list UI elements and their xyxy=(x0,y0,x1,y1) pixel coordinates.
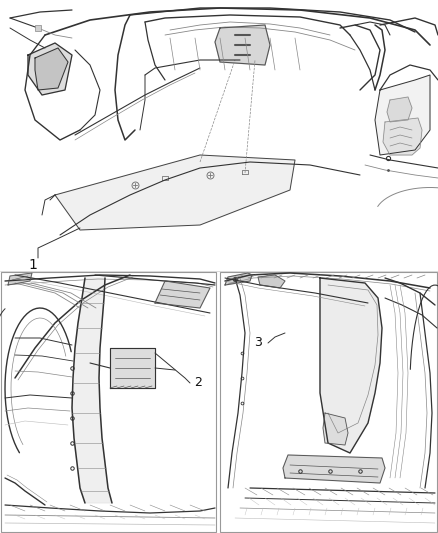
Polygon shape xyxy=(320,278,382,453)
Polygon shape xyxy=(72,278,112,503)
Polygon shape xyxy=(110,348,155,388)
Polygon shape xyxy=(387,97,412,122)
Bar xyxy=(220,272,437,532)
Polygon shape xyxy=(258,275,285,288)
Polygon shape xyxy=(375,75,430,155)
Polygon shape xyxy=(55,155,295,230)
Text: 3: 3 xyxy=(254,336,262,350)
Polygon shape xyxy=(215,25,270,65)
Polygon shape xyxy=(283,455,385,483)
Polygon shape xyxy=(28,43,72,95)
Text: 2: 2 xyxy=(194,376,202,390)
Polygon shape xyxy=(323,413,348,445)
Polygon shape xyxy=(8,273,32,285)
Bar xyxy=(1,272,216,532)
Polygon shape xyxy=(383,118,422,155)
Polygon shape xyxy=(225,273,252,285)
Polygon shape xyxy=(35,48,68,90)
Text: 1: 1 xyxy=(28,258,37,272)
Polygon shape xyxy=(155,281,210,308)
